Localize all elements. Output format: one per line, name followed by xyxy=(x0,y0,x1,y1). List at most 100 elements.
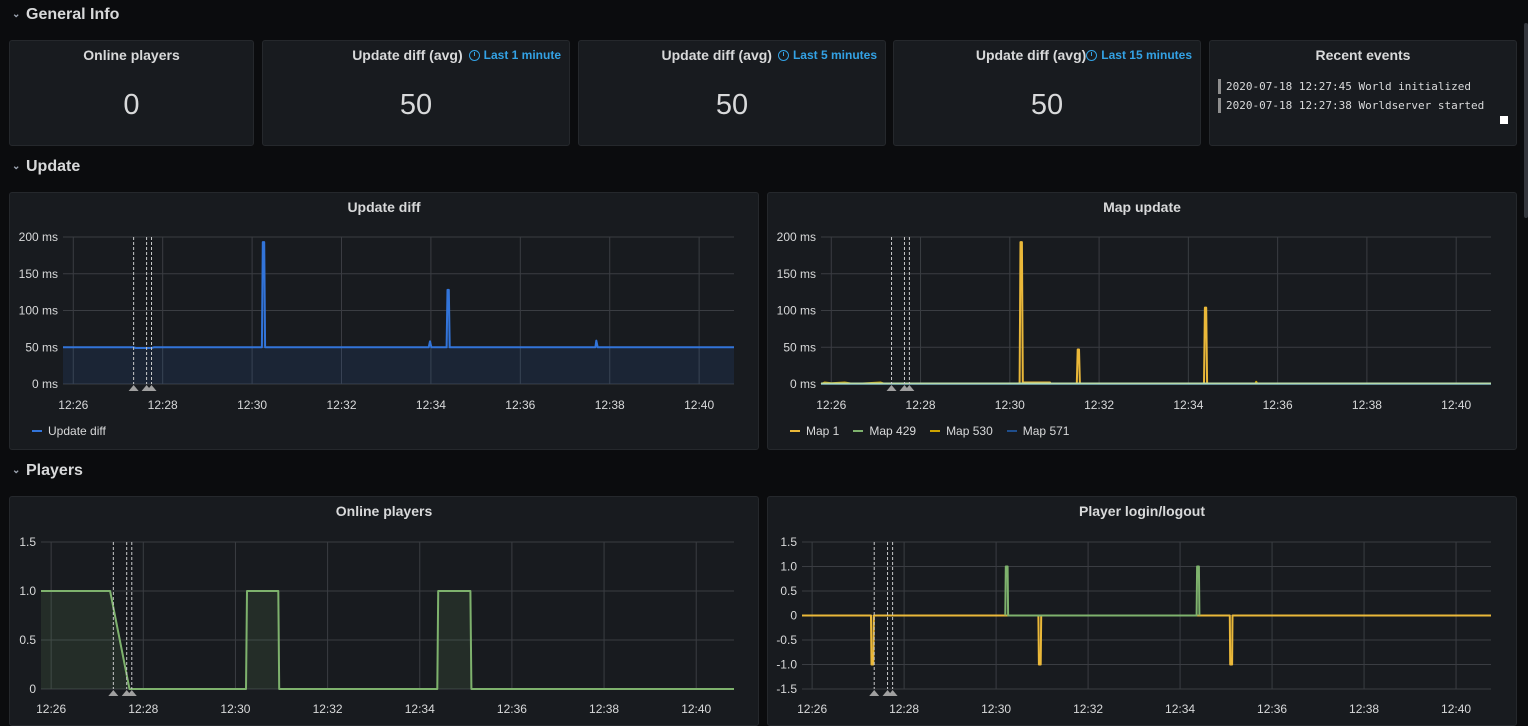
chevron-down-icon: ⌄ xyxy=(12,464,21,476)
clock-icon xyxy=(1086,49,1098,61)
x-tick-label: 12:26 xyxy=(36,702,66,716)
panel-title: Online players xyxy=(83,47,180,63)
scrollbar[interactable] xyxy=(1524,23,1528,218)
legend: Map 1 Map 429 Map 530 Map 571 xyxy=(790,424,1069,438)
legend-item[interactable]: Map 530 xyxy=(930,424,993,438)
stat-panel-update-diff-5m[interactable]: Update diff (avg) Last 5 minutes 50 xyxy=(578,40,886,146)
stat-panel-update-diff-1m[interactable]: Update diff (avg) Last 1 minute 50 xyxy=(262,40,570,146)
x-tick-label: 12:28 xyxy=(889,702,919,716)
series-line xyxy=(821,241,1491,385)
clock-icon xyxy=(777,49,789,61)
panel-title: Recent events xyxy=(1315,47,1411,63)
annotation-marker-icon xyxy=(146,385,157,391)
x-tick-label: 12:28 xyxy=(906,398,936,412)
panel-title: Map update xyxy=(1103,199,1181,215)
legend-item[interactable]: Map 429 xyxy=(853,424,916,438)
y-tick-label: 150 ms xyxy=(19,267,58,281)
x-tick-label: 12:32 xyxy=(1084,398,1114,412)
y-tick-label: -0.5 xyxy=(776,633,797,647)
annotation-marker-icon xyxy=(128,385,139,391)
time-range-label: Last 5 minutes xyxy=(792,48,877,62)
panel-title: Update diff (avg) xyxy=(661,47,772,63)
annotation-marker-icon xyxy=(108,690,119,696)
row-players[interactable]: ⌄ Players xyxy=(12,462,83,480)
event-item: 2020-07-18 12:27:38 Worldserver started xyxy=(1218,98,1484,113)
time-range-label: Last 15 minutes xyxy=(1101,48,1192,62)
legend-swatch xyxy=(32,430,42,432)
x-tick-label: 12:26 xyxy=(58,398,88,412)
legend-item[interactable]: Map 571 xyxy=(1006,424,1070,438)
y-tick-label: 100 ms xyxy=(777,304,816,318)
time-range-info: Last 15 minutes xyxy=(1086,48,1192,62)
annotation-marker-icon xyxy=(869,690,880,696)
x-tick-label: 12:30 xyxy=(995,398,1025,412)
x-tick-label: 12:32 xyxy=(313,702,343,716)
x-tick-label: 12:38 xyxy=(595,398,625,412)
y-tick-label: 0 ms xyxy=(790,377,816,391)
series-line xyxy=(1004,565,1201,617)
panel-recent-events[interactable]: Recent events 2020-07-18 12:27:45 World … xyxy=(1209,40,1517,146)
stat-panel-update-diff-15m[interactable]: Update diff (avg) Last 15 minutes 50 xyxy=(893,40,1201,146)
graph-panel-map-update[interactable]: Map update Map 1 Map 429 Map 530 Map 571 xyxy=(767,192,1517,450)
series-line xyxy=(802,614,1491,666)
x-tick-label: 12:40 xyxy=(681,702,711,716)
row-title-general: General Info xyxy=(26,6,120,23)
legend-swatch xyxy=(853,430,864,432)
graph-panel-player-login-logout[interactable]: Player login/logout xyxy=(767,496,1517,726)
row-title-players: Players xyxy=(26,462,83,479)
legend-item[interactable]: Update diff xyxy=(32,424,106,438)
panel-title: Update diff (avg) xyxy=(975,47,1087,63)
y-tick-label: 1.5 xyxy=(19,535,36,549)
y-tick-label: 0 ms xyxy=(32,377,58,391)
stat-panel-online-players[interactable]: Online players 0 xyxy=(9,40,254,146)
x-tick-label: 12:36 xyxy=(505,398,535,412)
y-tick-label: 50 ms xyxy=(783,340,816,354)
row-general-info[interactable]: ⌄ General Info xyxy=(12,6,119,24)
legend-label: Map 530 xyxy=(946,424,993,438)
x-tick-label: 12:34 xyxy=(405,702,435,716)
x-tick-label: 12:38 xyxy=(1349,702,1379,716)
y-tick-label: 1.5 xyxy=(780,535,797,549)
x-tick-label: 12:34 xyxy=(1173,398,1203,412)
x-tick-label: 12:28 xyxy=(128,702,158,716)
panel-title: Update diff (avg) xyxy=(352,47,463,63)
x-tick-label: 12:40 xyxy=(1441,702,1471,716)
graph-panel-online-players[interactable]: Online players xyxy=(9,496,759,726)
x-tick-label: 12:40 xyxy=(1441,398,1471,412)
graph-panel-update-diff[interactable]: Update diff Update diff xyxy=(9,192,759,450)
x-tick-label: 12:30 xyxy=(981,702,1011,716)
annotation-marker-icon xyxy=(126,690,137,696)
x-tick-label: 12:26 xyxy=(816,398,846,412)
stat-value: 50 xyxy=(715,89,749,121)
y-tick-label: 0.5 xyxy=(19,633,36,647)
stat-value: 0 xyxy=(123,89,140,121)
series-area-fill xyxy=(63,242,734,384)
x-tick-label: 12:30 xyxy=(237,398,267,412)
y-tick-label: 0.5 xyxy=(780,584,797,598)
y-tick-label: -1.5 xyxy=(776,682,797,696)
clock-icon xyxy=(468,49,480,61)
chevron-down-icon: ⌄ xyxy=(12,8,21,20)
y-tick-label: 0 xyxy=(29,682,36,696)
x-tick-label: 12:38 xyxy=(1352,398,1382,412)
legend-label: Map 429 xyxy=(869,424,917,438)
x-tick-label: 12:26 xyxy=(797,702,827,716)
x-tick-label: 12:36 xyxy=(1257,702,1287,716)
y-tick-label: -1.0 xyxy=(776,658,797,672)
legend-label: Map 571 xyxy=(1022,424,1070,438)
y-tick-label: 150 ms xyxy=(777,267,816,281)
legend-item[interactable]: Map 1 xyxy=(790,424,839,438)
chevron-down-icon: ⌄ xyxy=(12,160,21,172)
legend: Update diff xyxy=(32,424,106,438)
x-tick-label: 12:40 xyxy=(684,398,714,412)
legend-swatch xyxy=(930,430,941,432)
x-tick-label: 12:30 xyxy=(220,702,250,716)
x-tick-label: 12:32 xyxy=(326,398,356,412)
legend-label: Update diff xyxy=(48,424,106,438)
legend-swatch xyxy=(790,430,800,432)
row-update[interactable]: ⌄ Update xyxy=(12,158,80,176)
legend-label: Map 1 xyxy=(806,424,840,438)
x-tick-label: 12:38 xyxy=(589,702,619,716)
x-tick-label: 12:34 xyxy=(416,398,446,412)
